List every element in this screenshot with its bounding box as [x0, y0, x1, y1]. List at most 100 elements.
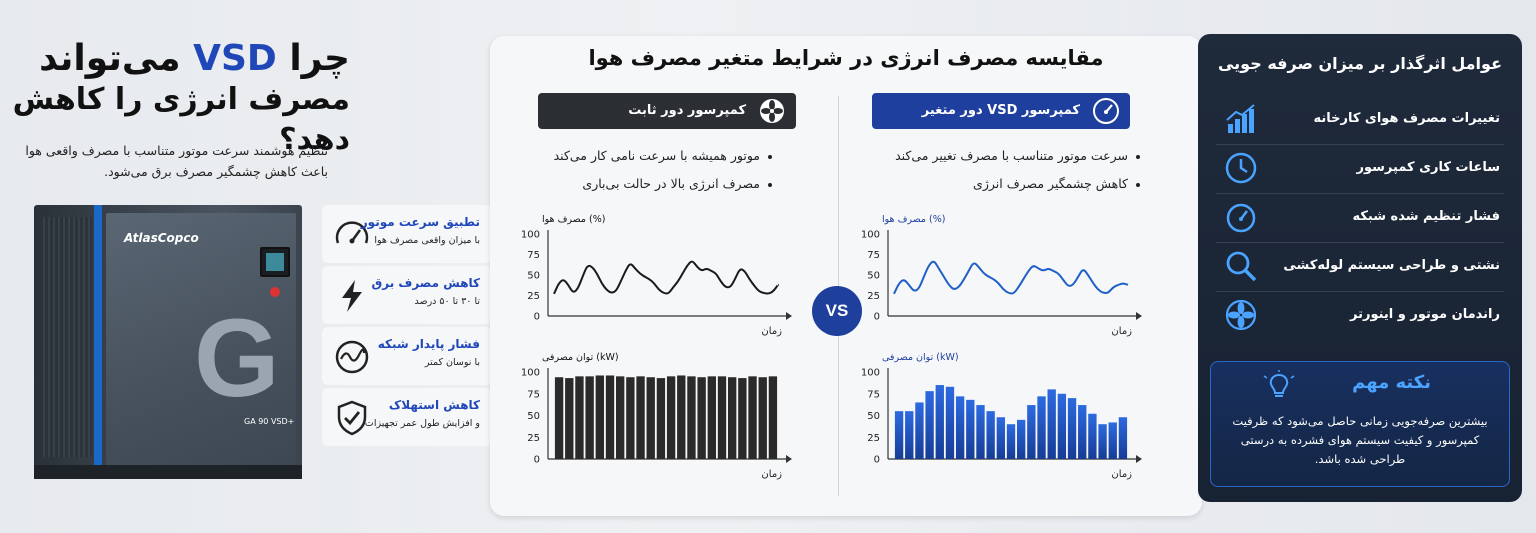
y-tick-label: 0: [874, 455, 880, 466]
headline-suffix: می‌تواند: [39, 38, 181, 79]
feature-sub: با میزان واقعی مصرف هوا: [374, 235, 480, 246]
note-title: نکته مهم: [1352, 372, 1431, 393]
y-tick-label: 25: [527, 291, 540, 302]
y-tick-label: 50: [867, 271, 880, 282]
bar: [768, 376, 778, 459]
x-axis-label: زمان: [761, 326, 782, 337]
feature-title: فشار پایدار شبکه: [377, 337, 480, 351]
bar: [1078, 405, 1087, 459]
x-axis-arrow: [1136, 312, 1142, 320]
vsd-bullets: سرعت موتور متناسب با مصرف تغییر می‌کند ک…: [895, 142, 1140, 198]
compressor-image: AtlasCopco G GA 90 VSD+: [34, 195, 302, 480]
y-tick-label: 50: [527, 411, 540, 422]
vsd-header-label: کمپرسور VSD دور متغیر: [921, 103, 1080, 118]
y-tick-label: 100: [521, 230, 540, 241]
fixed-speed-header: کمپرسور دور ثابت: [538, 93, 796, 129]
bar-growth-icon: [1226, 104, 1255, 133]
bar: [748, 376, 757, 459]
headline-prefix: چرا: [289, 38, 350, 79]
feature-item: تطبیق سرعت موتور با میزان واقعی مصرف هوا: [322, 205, 492, 263]
y-tick-label: 25: [867, 291, 880, 302]
bar: [728, 377, 737, 459]
speedometer-icon: [1093, 98, 1119, 124]
bar: [1088, 413, 1097, 459]
x-axis-label: زمان: [761, 469, 782, 480]
fan-icon: [760, 99, 784, 123]
list-item: کاهش چشمگیر مصرف انرژی: [895, 170, 1140, 198]
series-line: [553, 260, 779, 295]
vsd-header: کمپرسور VSD دور متغیر: [872, 93, 1130, 129]
fixed-speed-header-label: کمپرسور دور ثابت: [628, 103, 746, 118]
feature-sub: و افزایش طول عمر تجهیزات: [364, 418, 480, 429]
bar: [585, 376, 594, 459]
speedometer-icon: [335, 221, 369, 244]
feature-sub: با نوسان کمتر: [424, 357, 480, 368]
vsd-power-chart: توان مصرفی (kW) 0 25 50 75 100 زمان: [861, 352, 1142, 480]
bar: [687, 376, 696, 459]
bar: [905, 411, 914, 459]
pressure-gauge-icon: [1226, 203, 1256, 233]
compressor-letter: G: [194, 297, 280, 420]
bar: [646, 377, 655, 459]
bar: [935, 385, 944, 459]
y-tick-label: 0: [534, 455, 540, 466]
bar: [1047, 389, 1056, 459]
fixed-bullets: موتور همیشه با سرعت نامی کار می‌کند مصرف…: [554, 142, 772, 198]
compressor-model: GA 90 VSD+: [244, 417, 295, 426]
bar: [894, 411, 904, 459]
y-axis-label: توان مصرفی (kW): [542, 352, 619, 363]
wave-gauge-icon: [335, 340, 369, 374]
feature-sub: تا ۳۰ تا ۵۰ درصد: [414, 296, 480, 307]
bar: [1098, 424, 1107, 459]
intro-line2: باعث کاهش چشمگیر مصرف برق می‌شود.: [104, 164, 328, 179]
factor-label: راندمان موتور و اینورتر: [1350, 307, 1500, 322]
compressor-stripe: [94, 205, 102, 473]
headline-vsd: VSD: [193, 38, 277, 79]
lightning-icon: [342, 280, 362, 312]
intro-line1: تنظیم هوشمند سرعت موتور متناسب با مصرف و…: [25, 143, 328, 158]
bar: [925, 391, 934, 459]
fixed-air-usage-chart: مصرف هوا (%) 0 25 50 75 100 زمان: [521, 214, 792, 337]
x-axis-label: زمان: [1111, 469, 1132, 480]
emergency-stop: [270, 287, 280, 297]
list-item: مصرف انرژی بالا در حالت بی‌باری: [554, 170, 772, 198]
bar: [626, 377, 635, 459]
bar: [595, 375, 604, 459]
left-section: چرا VSD می‌تواند مصرف انرژی را کاهش دهد؟…: [0, 0, 500, 533]
fan-icon: [1225, 299, 1257, 331]
headline: چرا VSD می‌تواند مصرف انرژی را کاهش دهد؟: [0, 38, 350, 160]
bar: [575, 376, 584, 459]
factors-panel: عوامل اثرگذار بر میزان صرفه جویی تغییرات…: [1198, 34, 1522, 502]
bar: [1067, 398, 1077, 459]
bar: [666, 376, 676, 459]
feature-list: تطبیق سرعت موتور با میزان واقعی مصرف هوا…: [322, 205, 492, 449]
x-axis-arrow: [786, 455, 792, 463]
y-tick-label: 75: [527, 389, 540, 400]
y-tick-label: 50: [527, 271, 540, 282]
factor-item: راندمان موتور و اینورتر: [1216, 292, 1504, 341]
clock-icon: [1225, 152, 1257, 184]
comparison-panel: مقایسه مصرف انرژی در شرایط متغیر مصرف هو…: [490, 36, 1202, 516]
comparison-title: مقایسه مصرف انرژی در شرایط متغیر مصرف هو…: [588, 46, 1104, 70]
magnifier-icon: [1226, 251, 1257, 282]
bar: [915, 402, 924, 459]
compressor-screen: [260, 247, 290, 277]
bar: [1057, 393, 1067, 459]
bar: [966, 399, 975, 459]
factor-item: فشار تنظیم شده شبکه: [1216, 194, 1504, 243]
y-tick-label: 75: [527, 250, 540, 261]
compressor-brand: AtlasCopco: [124, 231, 199, 245]
bar: [677, 375, 686, 459]
bar: [955, 396, 965, 459]
y-tick-label: 100: [861, 368, 880, 379]
bar: [554, 377, 564, 459]
factor-item: نشتی و طراحی سیستم لوله‌کشی: [1216, 243, 1504, 292]
shield-check-icon: [337, 400, 367, 436]
y-axis-label: مصرف هوا (%): [542, 214, 605, 225]
bar: [707, 376, 716, 459]
bar: [1108, 422, 1117, 459]
bar: [758, 377, 767, 459]
feature-item: فشار پایدار شبکه با نوسان کمتر: [322, 327, 492, 385]
feature-title: تطبیق سرعت موتور: [360, 215, 480, 229]
y-tick-label: 0: [874, 312, 880, 323]
